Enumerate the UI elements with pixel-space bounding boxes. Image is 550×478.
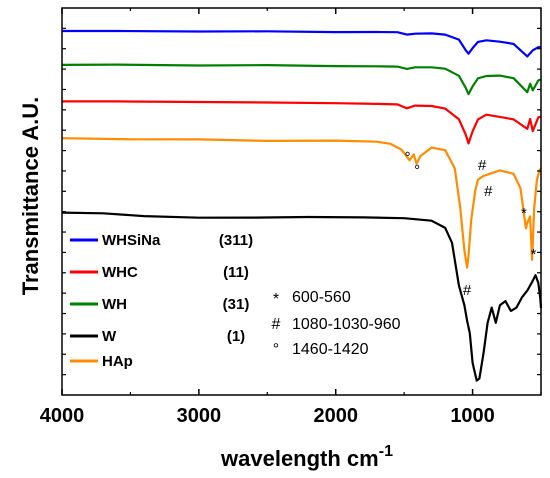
band-symbol: * (273, 291, 279, 308)
peak-marker: * (521, 205, 527, 222)
x-tick-label: 2000 (313, 405, 358, 427)
x-tick-label: 4000 (40, 405, 85, 427)
legend-code-whsina: (311) (219, 232, 253, 249)
peak-marker: # (463, 282, 472, 299)
x-tick-label: 1000 (450, 405, 495, 427)
band-range: 1080-1030-960 (292, 316, 401, 333)
legend-code-whc: (11) (223, 264, 249, 281)
series-line-hap (61, 137, 542, 269)
x-axis-label: wavelength cm-1 (220, 443, 393, 471)
peak-annotations: °° # # # * * (405, 149, 537, 299)
band-symbol: ° (273, 341, 279, 358)
band-symbol: # (272, 316, 281, 333)
legend-code-wh: (31) (223, 296, 250, 313)
peak-marker: # (484, 183, 493, 200)
plot-lines (61, 29, 543, 382)
series-line-w (61, 211, 543, 382)
peak-marker: * (531, 246, 537, 263)
series-line-whsina (62, 29, 542, 58)
plot-frame (61, 7, 542, 396)
legend-label-whc: WHC (102, 264, 138, 281)
peak-marker: ° (414, 162, 420, 179)
legend: WHSiNa (311) WHC (11) WH (31) W (1) HAp (70, 232, 253, 370)
band-range: 600-560 (292, 289, 351, 306)
band-assignment-list: * 600-560 # 1080-1030-960 ° 1460-1420 (272, 289, 401, 358)
legend-label-wh: WH (102, 296, 127, 313)
axis-ticks (61, 8, 542, 395)
series-line-wh (61, 63, 542, 96)
y-axis-label: Transmittance A.U. (18, 97, 43, 295)
x-tick-labels: 4000 3000 2000 1000 (40, 405, 495, 427)
x-axis-label-superscript: -1 (379, 443, 393, 460)
x-tick-label: 3000 (177, 405, 222, 427)
series-line-whc (62, 100, 542, 145)
legend-label-whsina: WHSiNa (102, 232, 161, 249)
legend-code-w: (1) (227, 328, 245, 345)
legend-label-w: W (102, 328, 117, 345)
legend-label-hap: HAp (102, 353, 133, 370)
peak-marker: # (478, 157, 487, 174)
peak-marker: ° (405, 149, 411, 166)
band-range: 1460-1420 (292, 341, 369, 358)
